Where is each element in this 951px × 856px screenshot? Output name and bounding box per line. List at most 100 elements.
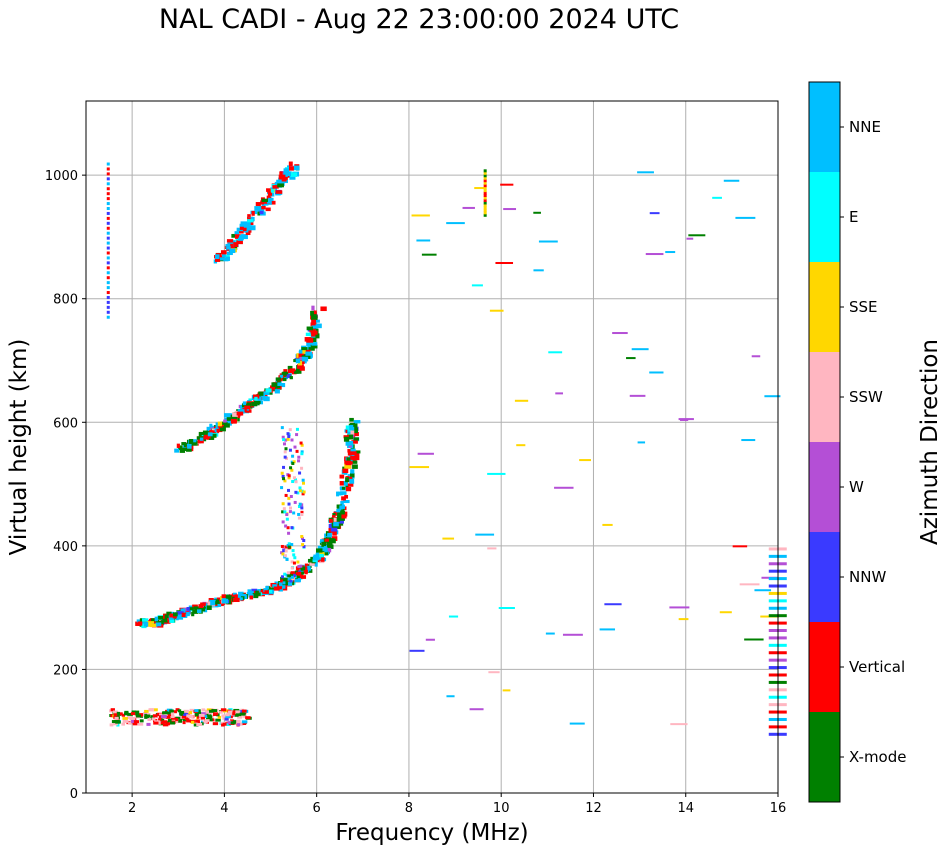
echo-mark (230, 721, 236, 725)
echo-mark (739, 583, 760, 586)
echo-mark (106, 286, 110, 290)
echo-mark (175, 720, 179, 724)
echo-mark (281, 510, 285, 514)
echo-mark (198, 713, 205, 717)
echo-mark (287, 574, 291, 578)
echo-mark (155, 619, 159, 624)
echo-mark (562, 633, 583, 636)
echo-mark (276, 379, 281, 385)
echo-mark (343, 436, 350, 442)
echo-mark (311, 315, 318, 320)
colorbar-tick-label: NNE (849, 118, 881, 136)
echo-mark (186, 448, 192, 452)
echo-mark (296, 560, 300, 564)
echo-mark (347, 449, 354, 453)
echo-mark (297, 455, 301, 459)
echo-mark (285, 517, 289, 521)
echo-mark (330, 527, 338, 532)
echo-mark (421, 253, 437, 256)
echo-mark (350, 430, 355, 435)
echo-mark (333, 522, 339, 527)
echo-mark (116, 711, 121, 715)
echo-mark (229, 712, 235, 716)
echo-mark (310, 322, 316, 327)
echo-mark (106, 256, 110, 260)
echo-mark (174, 448, 180, 453)
echo-mark (354, 455, 360, 461)
echo-mark (106, 300, 110, 304)
echo-mark (186, 711, 193, 715)
echo-mark (203, 607, 208, 613)
echo-mark (349, 478, 355, 484)
echo-mark (255, 202, 261, 207)
echo-mark (345, 486, 352, 492)
echo-mark (301, 571, 305, 575)
echo-mark (284, 549, 288, 553)
echo-mark (282, 549, 286, 553)
echo-mark (764, 395, 781, 398)
echo-mark (315, 333, 320, 339)
echo-mark (227, 241, 233, 245)
echo-mark (290, 468, 294, 472)
echo-mark (548, 351, 563, 354)
echo-mark (301, 347, 308, 351)
echo-mark (300, 443, 304, 447)
echo-mark (243, 227, 247, 232)
echo-mark (287, 365, 293, 371)
echo-mark (283, 479, 287, 483)
echo-mark (305, 332, 313, 337)
echo-mark (239, 223, 246, 228)
echo-mark (483, 184, 487, 188)
echo-mark (234, 719, 241, 723)
echo-mark (350, 451, 357, 456)
echo-mark (240, 234, 248, 240)
echo-mark (281, 474, 285, 478)
echo-mark (135, 712, 140, 716)
echo-mark (284, 545, 288, 549)
echo-mark (348, 444, 352, 448)
echo-mark (134, 710, 140, 714)
echo-mark (174, 613, 181, 617)
echo-mark (230, 418, 237, 424)
echo-mark (284, 524, 288, 528)
echo-mark (184, 717, 190, 721)
echo-mark (288, 510, 292, 514)
echo-mark (176, 443, 180, 448)
echo-mark (279, 171, 286, 175)
echo-mark (247, 214, 251, 219)
figure-title: NAL CADI - Aug 22 23:00:00 2024 UTC (158, 4, 680, 35)
echo-mark (157, 721, 162, 725)
echo-mark (251, 588, 258, 593)
echo-mark (341, 504, 345, 509)
echo-mark (106, 187, 110, 191)
echo-mark (307, 558, 314, 563)
echo-mark (265, 585, 269, 590)
echo-mark (197, 709, 201, 713)
echo-mark (353, 450, 361, 454)
echo-mark (245, 409, 252, 413)
echo-mark (236, 413, 241, 418)
x-tick-label: 2 (128, 801, 136, 816)
echo-mark (316, 551, 322, 557)
echo-mark (299, 564, 303, 568)
echo-mark (325, 547, 332, 553)
echo-mark (321, 549, 327, 554)
echo-mark (264, 590, 269, 594)
echo-mark (241, 403, 247, 408)
echo-mark (293, 165, 300, 171)
echo-mark (315, 548, 323, 553)
echo-mark (255, 590, 259, 594)
echo-mark (287, 542, 291, 546)
echo-mark (239, 594, 247, 598)
echo-mark (686, 237, 694, 240)
echo-mark (170, 716, 177, 720)
echo-mark (311, 342, 318, 346)
echo-mark (483, 191, 487, 195)
echo-mark (110, 714, 114, 718)
echo-mark (289, 579, 293, 583)
echo-mark (719, 611, 732, 614)
echo-mark (114, 719, 120, 723)
echo-mark (281, 575, 285, 579)
echo-mark (336, 504, 342, 509)
echo-mark (301, 481, 305, 485)
